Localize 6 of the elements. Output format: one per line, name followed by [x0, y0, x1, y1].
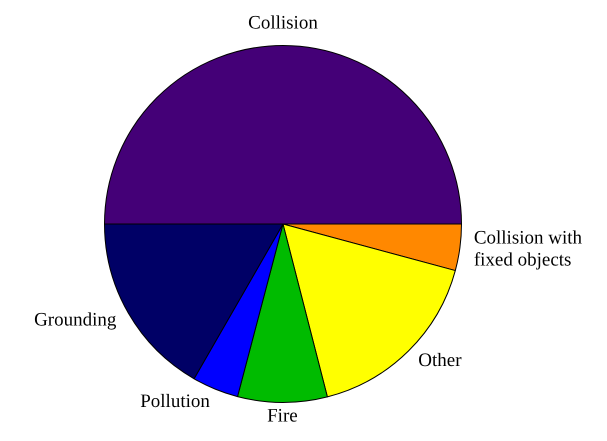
slice-label: Pollution [140, 391, 210, 412]
slice-label: Collision [248, 12, 318, 34]
slice-label: Fire [267, 405, 298, 426]
slice-label: Grounding [34, 309, 117, 330]
slice-label: Collision with fixed objects [474, 227, 583, 270]
slice-label: Other [418, 350, 462, 371]
